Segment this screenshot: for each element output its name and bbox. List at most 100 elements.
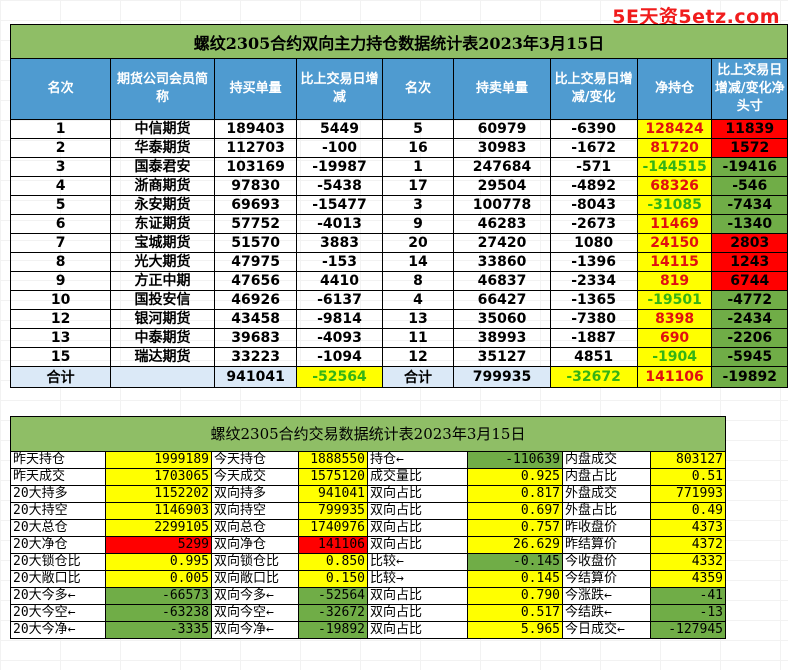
sell-volume-cell: 27420 — [453, 233, 551, 253]
stat-label: 双向总仓 — [211, 519, 299, 537]
summary-label: 合计 — [9, 366, 112, 388]
summary-blank — [110, 366, 215, 388]
sell-change-cell: 1080 — [549, 233, 638, 253]
buy-volume-cell: 47975 — [213, 252, 298, 272]
member-name-cell: 东证期货 — [110, 214, 215, 234]
stat-value: 4332 — [650, 553, 726, 571]
rank-cell: 6 — [9, 214, 112, 234]
stat-value: 941041 — [298, 485, 368, 503]
sell-volume-cell: 30983 — [453, 138, 551, 158]
stat-value: -41 — [650, 587, 726, 605]
rank-cell: 1 — [9, 119, 112, 139]
net-position-cell: 128424 — [636, 119, 713, 139]
sell-volume-cell: 46283 — [453, 214, 551, 234]
buy-change-cell: -153 — [296, 252, 383, 272]
stat-label: 双向占比 — [367, 621, 468, 639]
stat-label: 成交量比 — [367, 468, 468, 486]
buy-change-cell: 4410 — [296, 271, 383, 291]
table-row: 4 浙商期货 97830 -5438 17 29504 -4892 68326 -546 — [9, 176, 788, 196]
summary-net-change: -19892 — [711, 366, 788, 388]
stats-row: 20大今净← -3335 双向今净← -19892 双向占比 5.965 今日成交← -127… — [10, 621, 726, 639]
stat-value: 1703065 — [105, 468, 212, 486]
stat-value: -13 — [650, 604, 726, 622]
member-name-cell: 国泰君安 — [110, 157, 215, 177]
stat-value: 1575120 — [298, 468, 368, 486]
stat-value: -52564 — [298, 587, 368, 605]
stats-row: 20大持空 1146903 双向持空 799935 双向占比 0.697 外盘占比 0.49 — [10, 502, 726, 520]
sell-change-cell: -1672 — [549, 138, 638, 158]
buy-volume-cell: 112703 — [213, 138, 298, 158]
rank-cell: 14 — [381, 252, 455, 272]
stat-value: 0.150 — [298, 570, 368, 588]
net-position-cell: 819 — [636, 271, 713, 291]
sell-volume-cell: 46837 — [453, 271, 551, 291]
table-row: 8 光大期货 47975 -153 14 33860 -1396 14115 1243 — [9, 252, 788, 272]
stat-value: 141106 — [298, 536, 368, 554]
stat-value: 0.817 — [467, 485, 563, 503]
stat-label: 双向占比 — [367, 587, 468, 605]
column-header: 比上交易日增减/变化净头寸 — [711, 58, 788, 120]
column-header: 名次 — [381, 58, 455, 120]
sell-volume-cell: 35127 — [453, 347, 551, 367]
table-row: 6 东证期货 57752 -4013 9 46283 -2673 11469 -1340 — [9, 214, 788, 234]
buy-change-cell: 3883 — [296, 233, 383, 253]
net-change-cell: -19416 — [711, 157, 788, 177]
rank-cell: 16 — [381, 138, 455, 158]
buy-volume-cell: 46926 — [213, 290, 298, 310]
sell-change-cell: -2673 — [549, 214, 638, 234]
stat-value: 1152202 — [105, 485, 212, 503]
sell-volume-cell: 66427 — [453, 290, 551, 310]
buy-volume-cell: 33223 — [213, 347, 298, 367]
stat-label: 双向持多 — [211, 485, 299, 503]
net-change-cell: 11839 — [711, 119, 788, 139]
net-change-cell: -7434 — [711, 195, 788, 215]
summary-net: 141106 — [636, 366, 713, 388]
rank-cell: 15 — [9, 347, 112, 367]
stat-value: 0.790 — [467, 587, 563, 605]
stat-value: 0.757 — [467, 519, 563, 537]
table-row: 10 国投安信 46926 -6137 4 66427 -1365 -19501 -4772 — [9, 290, 788, 310]
net-change-cell: -546 — [711, 176, 788, 196]
net-position-cell: -31085 — [636, 195, 713, 215]
sell-volume-cell: 33860 — [453, 252, 551, 272]
stats-row: 20大今多← -66573 双向今多← -52564 双向占比 0.790 今涨跌← -41 — [10, 587, 726, 605]
stats-row: 20大持多 1152202 双向持多 941041 双向占比 0.817 外盘成交 77199… — [10, 485, 726, 503]
net-change-cell: 1572 — [711, 138, 788, 158]
stat-value: -63238 — [105, 604, 212, 622]
stat-label: 今日成交← — [562, 621, 651, 639]
stat-value: -0.145 — [467, 553, 563, 571]
stat-label: 外盘成交 — [562, 485, 651, 503]
stat-value: 0.850 — [298, 553, 368, 571]
stat-label: 双向占比 — [367, 519, 468, 537]
stat-label: 今收盘价 — [562, 553, 651, 571]
rank-cell: 9 — [381, 214, 455, 234]
rank-cell: 3 — [9, 157, 112, 177]
member-name-cell: 银河期货 — [110, 309, 215, 329]
net-change-cell: 6744 — [711, 271, 788, 291]
stat-label: 双向占比 — [367, 604, 468, 622]
table-row: 15 瑞达期货 33223 -1094 12 35127 4851 -1904 -5945 — [9, 347, 788, 367]
stat-label: 比较← — [367, 553, 468, 571]
member-name-cell: 光大期货 — [110, 252, 215, 272]
stat-label: 今天持仓 — [211, 451, 299, 469]
stat-label: 内盘占比 — [562, 468, 651, 486]
stats-row: 20大总仓 2299105 双向总仓 1740976 双向占比 0.757 昨收盘价 4373 — [10, 519, 726, 537]
stat-label: 双向占比 — [367, 502, 468, 520]
stat-label: 昨天持仓 — [10, 451, 106, 469]
stat-label: 昨收盘价 — [562, 519, 651, 537]
stat-value: 0.145 — [467, 570, 563, 588]
buy-change-cell: -19987 — [296, 157, 383, 177]
member-name-cell: 方正中期 — [110, 271, 215, 291]
buy-volume-cell: 43458 — [213, 309, 298, 329]
rank-cell: 13 — [381, 309, 455, 329]
rank-cell: 7 — [9, 233, 112, 253]
buy-change-cell: -6137 — [296, 290, 383, 310]
stat-label: 持仓← — [367, 451, 468, 469]
trading-stats-table: 螺纹2305合约交易数据统计表2023年3月15日 昨天持仓 1999189 今天持… — [10, 416, 726, 639]
net-position-cell: -19501 — [636, 290, 713, 310]
stat-label: 双向今空← — [211, 604, 299, 622]
stat-value: 0.995 — [105, 553, 212, 571]
stat-value: -110639 — [467, 451, 563, 469]
net-change-cell: -2434 — [711, 309, 788, 329]
stat-value: 0.005 — [105, 570, 212, 588]
